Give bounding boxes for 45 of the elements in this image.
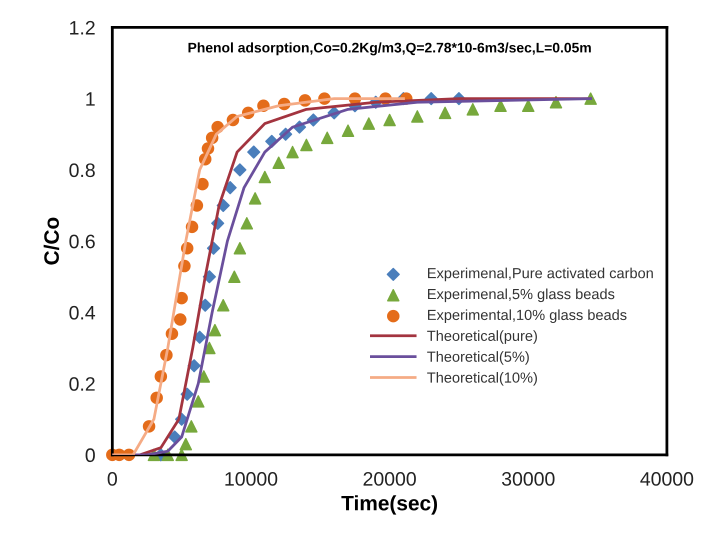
x-axis-title: Time(sec) — [341, 495, 438, 515]
y-tick-label: 0.6 — [69, 234, 95, 248]
y-axis-title: C/Co — [44, 218, 60, 265]
x-tick-label: 30000 — [502, 472, 555, 486]
x-tick-label: 40000 — [640, 472, 694, 486]
point — [247, 145, 260, 159]
x-tick-label: 20000 — [364, 472, 416, 486]
point — [208, 324, 222, 336]
point — [234, 242, 246, 254]
y-tick-label: 0.8 — [69, 163, 95, 178]
y-tick-label: 0 — [86, 448, 95, 462]
legend-label: Experimenal,Pure activated carbon — [428, 268, 653, 282]
annotation: Phenol adsorption,Co=0.2Kg/m3,Q=2.78*10-6m3/sec,L=0.05m — [188, 42, 591, 56]
point — [216, 298, 230, 312]
point — [300, 138, 313, 152]
point — [185, 420, 198, 433]
point — [320, 132, 334, 144]
point — [180, 438, 192, 450]
legend-label: Theoretical(5%) — [427, 351, 529, 365]
point — [174, 313, 187, 326]
legend-label: Experimenal,5% glass beads — [428, 288, 614, 302]
legend-label: Experimental,10% glass beads — [428, 309, 627, 323]
point — [342, 124, 354, 137]
y-tick-label: 1 — [86, 92, 95, 106]
point — [438, 106, 452, 120]
y-tick-label: 1.2 — [70, 20, 95, 34]
x-tick-label: 0 — [108, 472, 117, 486]
point — [248, 192, 262, 205]
point — [522, 100, 535, 112]
point — [286, 146, 299, 158]
point — [272, 156, 285, 170]
point — [383, 114, 396, 126]
point — [411, 110, 424, 123]
point — [258, 170, 272, 184]
point — [233, 163, 246, 176]
legend-label: Theoretical(10%) — [427, 372, 537, 386]
point — [228, 270, 241, 283]
point — [192, 395, 205, 408]
y-tick-label: 0.2 — [69, 377, 95, 391]
y-tick-label: 0.4 — [69, 306, 96, 320]
point — [466, 103, 480, 116]
point — [362, 117, 376, 130]
legend-label: Theoretical(pure) — [427, 330, 537, 344]
point — [240, 217, 254, 230]
x-tick-label: 10000 — [225, 472, 278, 486]
